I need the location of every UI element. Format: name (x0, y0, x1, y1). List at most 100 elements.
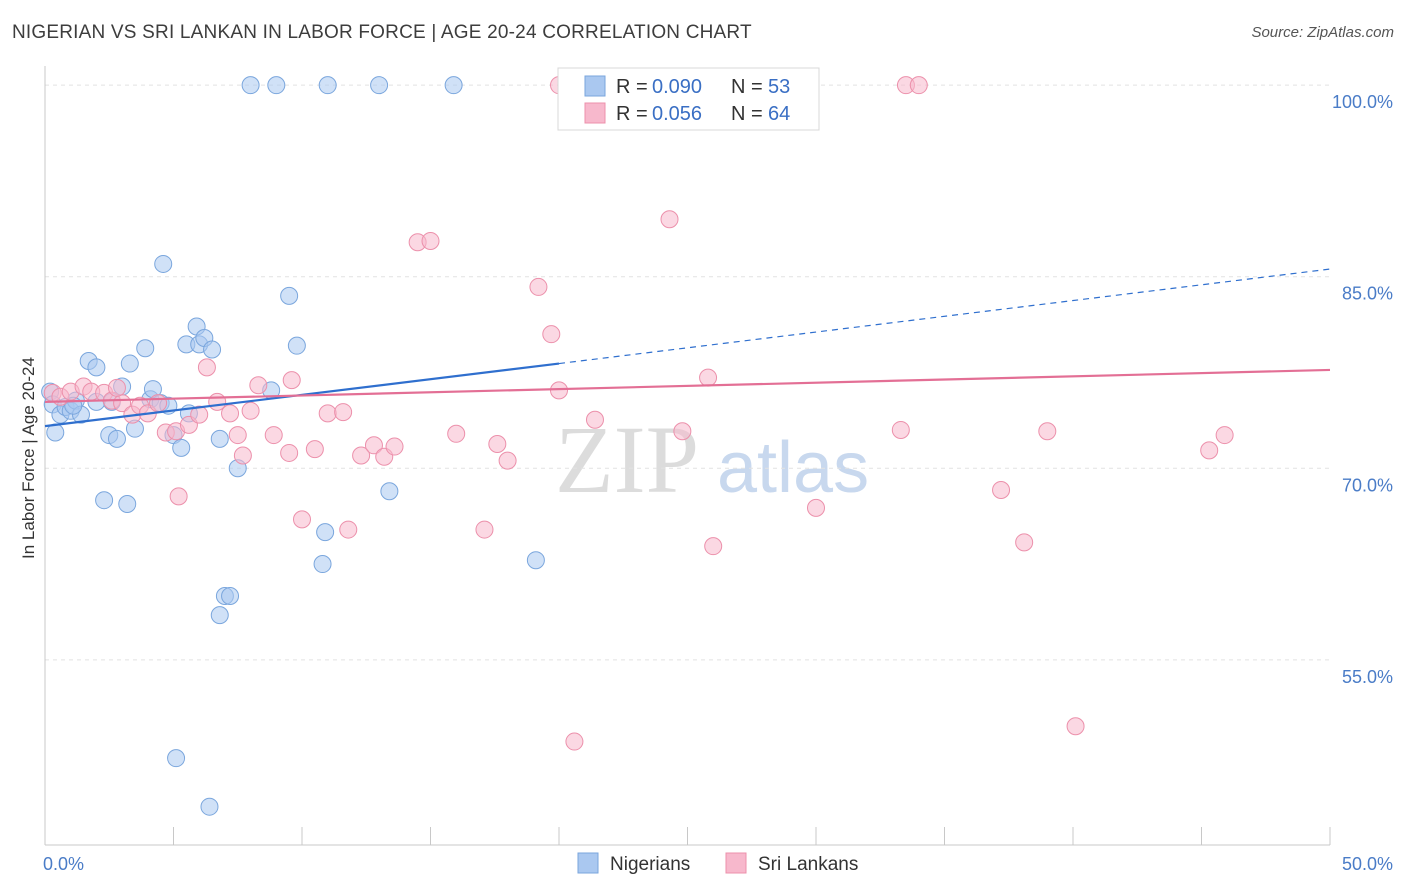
chart-source: Source: ZipAtlas.com (1251, 24, 1394, 41)
stats-n-value-nigerians: 53 (768, 76, 790, 98)
legend-label-nigerians: Nigerians (610, 854, 690, 875)
point-nigerians (318, 76, 337, 95)
point-nigerians (172, 438, 191, 457)
point-sri-lankans (1015, 533, 1034, 552)
point-sri-lankans (264, 426, 283, 445)
stats-legend: R = 0.090 N = 53 R = 0.056 N = 64 (557, 67, 820, 131)
point-nigerians (154, 254, 173, 273)
point-nigerians (241, 76, 260, 95)
stats-r-label: R = (616, 103, 648, 125)
y-tick-label: 55.0% (1342, 667, 1393, 687)
point-nigerians (444, 76, 463, 95)
stats-r-value-nigerians: 0.090 (652, 76, 702, 98)
point-nigerians (95, 491, 114, 510)
series-sri-lankans (43, 76, 1234, 751)
point-sri-lankans (280, 443, 299, 462)
point-sri-lankans (364, 436, 383, 455)
point-sri-lankans (334, 403, 353, 422)
point-nigerians (380, 482, 399, 501)
point-sri-lankans (807, 498, 825, 517)
point-nigerians (210, 606, 229, 625)
stats-n-value-sri-lankans: 64 (768, 103, 790, 125)
point-sri-lankans (488, 435, 507, 454)
point-sri-lankans (1215, 426, 1234, 445)
trend-lines (44, 268, 1331, 428)
point-nigerians (203, 340, 222, 359)
watermark-zip: ZIP (555, 406, 699, 513)
x-tick-labels: 0.0% 50.0% (43, 854, 1393, 874)
point-sri-lankans (585, 410, 604, 429)
point-sri-lankans (305, 440, 324, 459)
point-sri-lankans (241, 401, 260, 420)
point-sri-lankans (475, 520, 494, 539)
point-sri-lankans (1038, 422, 1057, 441)
point-nigerians (136, 339, 155, 358)
point-sri-lankans (550, 381, 568, 400)
point-nigerians (267, 76, 286, 95)
point-sri-lankans (293, 510, 311, 529)
y-tick-label: 85.0% (1342, 284, 1393, 304)
point-nigerians (87, 358, 106, 377)
gridlines (45, 84, 1330, 661)
point-sri-lankans (197, 358, 216, 377)
point-nigerians (120, 354, 139, 373)
legend-label-sri-lankans: Sri Lankans (758, 854, 858, 875)
point-sri-lankans (169, 487, 188, 506)
point-sri-lankans (542, 325, 561, 344)
point-sri-lankans (318, 404, 337, 423)
stats-n-label: N = (731, 76, 763, 98)
legend-swatch-nigerians (577, 852, 599, 874)
point-sri-lankans (249, 376, 268, 395)
point-sri-lankans (1066, 717, 1085, 736)
chart-title: NIGERIAN VS SRI LANKAN IN LABOR FORCE | … (12, 22, 752, 43)
point-sri-lankans (891, 420, 910, 439)
point-nigerians (221, 586, 240, 605)
point-sri-lankans (385, 437, 404, 456)
stats-n-label: N = (731, 103, 763, 125)
stats-legend-swatch-sri-lankans (584, 102, 606, 124)
point-sri-lankans (529, 277, 548, 296)
point-sri-lankans (149, 394, 168, 413)
point-sri-lankans (190, 405, 209, 424)
point-nigerians (167, 749, 186, 768)
point-sri-lankans (221, 404, 240, 423)
x-tick-label: 0.0% (43, 854, 84, 874)
point-nigerians (107, 429, 126, 448)
trendline-sri-lankans (44, 368, 1331, 403)
point-nigerians (200, 797, 219, 816)
point-sri-lankans (704, 537, 723, 556)
point-sri-lankans (909, 76, 928, 95)
point-sri-lankans (699, 368, 718, 387)
point-nigerians (118, 495, 137, 514)
point-sri-lankans (421, 231, 440, 250)
point-sri-lankans (352, 446, 371, 465)
x-tick-label: 50.0% (1342, 854, 1393, 874)
point-nigerians (287, 336, 306, 355)
point-sri-lankans (565, 732, 584, 751)
point-sri-lankans (339, 520, 358, 539)
y-tick-labels: 100.0% 85.0% 70.0% 55.0% (1332, 92, 1393, 687)
stats-r-value-sri-lankans: 0.056 (652, 103, 702, 125)
point-nigerians (280, 286, 299, 305)
point-nigerians (210, 429, 229, 448)
watermark: ZIP atlas (555, 406, 869, 513)
point-nigerians (313, 555, 332, 574)
point-sri-lankans (498, 451, 517, 470)
point-sri-lankans (992, 480, 1011, 499)
point-sri-lankans (447, 424, 466, 443)
trendline-nigerians-extension (558, 268, 1331, 365)
point-sri-lankans (233, 446, 252, 465)
point-nigerians (370, 76, 389, 95)
point-sri-lankans (1200, 441, 1219, 460)
point-sri-lankans (228, 426, 247, 445)
point-nigerians (316, 523, 335, 542)
y-tick-label: 70.0% (1342, 475, 1393, 495)
axes (44, 66, 1331, 846)
y-axis-label: In Labor Force | Age 20-24 (19, 357, 38, 559)
stats-r-label: R = (616, 76, 648, 98)
y-tick-label: 100.0% (1332, 92, 1393, 112)
bottom-legend: Nigerians Sri Lankans (577, 852, 858, 875)
legend-swatch-sri-lankans (725, 852, 747, 874)
point-nigerians (526, 551, 545, 570)
